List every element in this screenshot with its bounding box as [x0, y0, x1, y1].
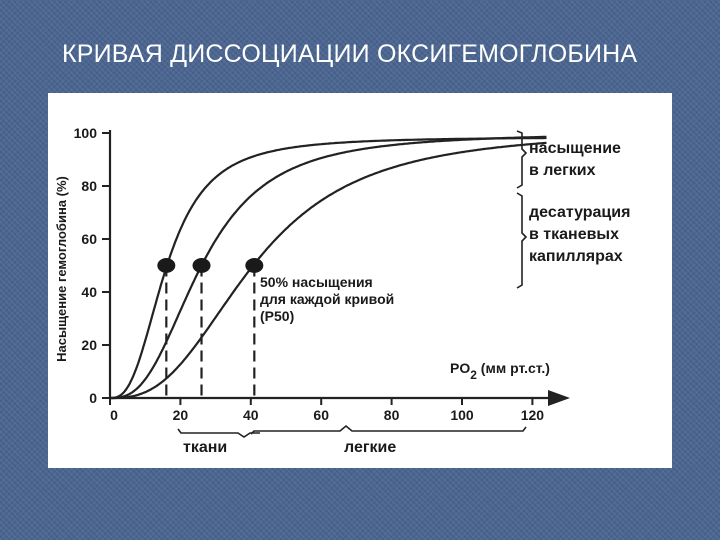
y-tick-label: 40	[81, 284, 97, 300]
p50-point-1	[157, 258, 176, 273]
tissue-desaturation-line-1: десатурация	[529, 204, 630, 221]
x-tick-label: 20	[173, 407, 189, 423]
x-tick-label: 60	[313, 407, 329, 423]
x-tick-label: 0	[110, 407, 118, 423]
x-axis-title-units: (мм рт.ст.)	[477, 360, 550, 376]
p50-annotation-line-2: для каждой кривой	[260, 291, 394, 307]
dissociation-curve-1	[110, 136, 547, 400]
p50-point-3	[245, 258, 264, 273]
tissue-desaturation-line-3: капиллярах	[529, 248, 623, 265]
dissociation-curve-3	[110, 141, 547, 400]
chart-panel: Насыщение гемоглобина (%) 0 20 40 60 80 100 0…	[48, 93, 672, 468]
y-tick-label: 60	[81, 231, 97, 247]
tissue-desaturation-line-2: в тканевых	[529, 226, 619, 243]
oxyhemoglobin-dissociation-chart: Насыщение гемоглобина (%) 0 20 40 60 80 100 0…	[54, 125, 635, 456]
y-tick-label: 20	[81, 337, 97, 353]
x-axis-title-main: PO	[450, 360, 470, 376]
y-tick-label: 100	[74, 125, 98, 141]
lungs-saturation-brace	[516, 130, 528, 189]
lungs-saturation-line-2: в легких	[529, 162, 596, 179]
x-tick-label: 120	[521, 407, 545, 423]
p50-point-2	[192, 258, 211, 273]
p50-annotation: 50% насыщения для каждой кривой (P50)	[260, 274, 398, 324]
tissues-range-brace	[177, 428, 260, 438]
x-axis-title-subscript: 2	[470, 368, 477, 382]
x-tick-label: 80	[384, 407, 400, 423]
tissue-desaturation-label: десатурация в тканевых капиллярах	[529, 204, 635, 265]
lungs-range-brace	[250, 424, 527, 435]
y-tick-label: 80	[81, 178, 97, 194]
lungs-range-label: легкие	[344, 439, 396, 456]
y-tick-label: 0	[89, 390, 97, 406]
x-tick-label: 40	[243, 407, 259, 423]
slide-title: КРИВАЯ ДИССОЦИАЦИИ ОКСИГЕМОГЛОБИНА	[62, 40, 638, 68]
p50-annotation-line-3: (P50)	[260, 308, 294, 324]
x-axis-arrowhead	[548, 390, 570, 406]
p50-annotation-line-1: 50% насыщения	[260, 274, 373, 290]
tissue-desaturation-brace	[516, 192, 528, 289]
lungs-saturation-line-1: насыщение	[529, 140, 621, 157]
dissociation-curve-2	[110, 135, 547, 400]
y-axis-label: Насыщение гемоглобина (%)	[54, 176, 69, 362]
tissues-range-label: ткани	[183, 439, 227, 456]
lungs-saturation-label: насыщение в легких	[529, 140, 625, 179]
x-tick-label: 100	[450, 407, 474, 423]
x-axis-title: PO2 (мм рт.ст.)	[450, 360, 550, 382]
